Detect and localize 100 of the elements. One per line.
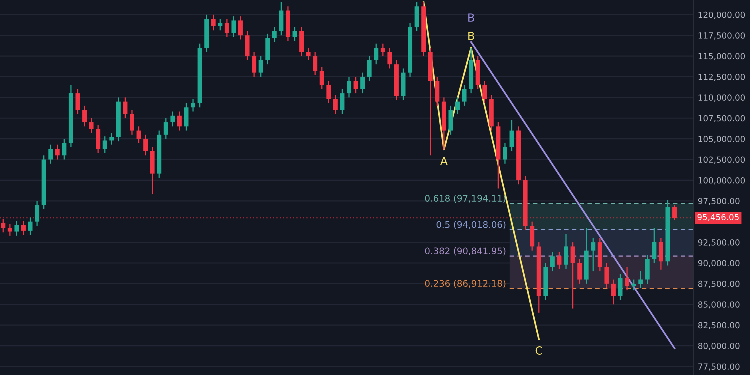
- candlestick: [388, 47, 392, 70]
- candlestick: [28, 217, 33, 236]
- candlestick: [211, 14, 216, 32]
- y-tick-label: 115,000.00: [698, 53, 746, 60]
- candlestick: [252, 52, 257, 78]
- candlestick: [123, 97, 128, 119]
- ref-line-label: 0.382 (90,841.95): [425, 248, 506, 256]
- y-tick-label: 117,500.00: [698, 32, 746, 40]
- y-tick-label: 90,000.00: [698, 260, 740, 268]
- candlestick: [35, 200, 40, 227]
- candlestick: [82, 105, 88, 128]
- candlestick: [502, 142, 508, 164]
- candlestick: [8, 224, 12, 236]
- candlestick: [89, 118, 94, 134]
- candlestick: [638, 270, 644, 289]
- y-tick-label: 105,000.00: [698, 136, 746, 144]
- candlestick: [625, 266, 630, 292]
- candlestick: [435, 76, 440, 107]
- candlestick: [530, 221, 535, 252]
- candlestick: [14, 220, 20, 236]
- candlestick: [144, 134, 148, 156]
- candlestick: [564, 234, 568, 270]
- candlestick: [164, 118, 168, 140]
- y-tick-label: 110,000.00: [698, 94, 746, 102]
- candlestick: [62, 138, 67, 160]
- candlestick: [48, 144, 54, 164]
- candlestick: [380, 43, 386, 57]
- candlestick: [130, 110, 134, 136]
- candlestick: [347, 76, 352, 98]
- candlestick: [136, 126, 142, 144]
- candlestick: [340, 88, 345, 115]
- candlestick: [76, 88, 80, 115]
- candlestick: [320, 66, 324, 90]
- candlestick: [279, 2, 284, 36]
- candlestick: [360, 72, 366, 94]
- candlestick: [224, 18, 230, 38]
- candlestick: [313, 52, 318, 76]
- y-tick-label: 92,500.00: [698, 240, 740, 247]
- y-tick-label: 87,500.00: [698, 280, 740, 288]
- candlestick: [292, 26, 298, 42]
- candlestick: [238, 16, 243, 40]
- candlestick: [557, 252, 562, 270]
- candlestick: [374, 43, 379, 66]
- annotation: A: [440, 157, 448, 166]
- ref-line-label: 0.5 (94,018.06): [436, 221, 506, 230]
- y-tick-label: 120,000.00: [698, 12, 746, 20]
- candlestick: [672, 204, 677, 221]
- candlestick: [232, 16, 236, 38]
- candlestick: [170, 111, 176, 128]
- candlestick: [578, 258, 582, 284]
- candlestick: [258, 56, 264, 78]
- candlestick: [591, 238, 596, 272]
- candlestick: [150, 146, 155, 196]
- y-tick-label: 80,000.00: [698, 343, 740, 350]
- candlestick: [462, 84, 467, 107]
- y-tick-label: 82,500.00: [698, 322, 740, 330]
- y-tick-label: 102,500.00: [698, 156, 746, 164]
- candlestick: [218, 18, 223, 32]
- candlestick: [266, 33, 270, 66]
- candlestick: [645, 254, 650, 284]
- candlestick: [21, 220, 26, 236]
- ref-line-label: 95,456.05: [698, 214, 739, 222]
- candlestick: [306, 47, 311, 61]
- candlestick: [618, 273, 623, 302]
- candlestick: [55, 144, 60, 160]
- candlestick: [482, 80, 488, 104]
- candlestick: [272, 26, 277, 43]
- candlestick: [604, 262, 610, 289]
- candlestick: [456, 97, 460, 115]
- candlestick: [245, 30, 250, 61]
- candlestick: [367, 56, 372, 82]
- y-tick-label: 112,500.00: [698, 74, 746, 82]
- candlestick: [300, 26, 304, 57]
- y-tick-label: 97,500.00: [698, 198, 740, 206]
- candlestick: [414, 2, 420, 32]
- candlestick: [570, 242, 576, 310]
- candlestick: [1, 218, 6, 234]
- candlestick: [326, 80, 332, 104]
- y-tick-label: 107,500.00: [698, 115, 746, 123]
- y-tick-label: 85,000.00: [698, 302, 740, 309]
- candlestick: [191, 98, 196, 112]
- candlestick: [658, 238, 664, 270]
- y-tick-label: 100,000.00: [698, 177, 746, 185]
- candlestick: [652, 228, 657, 264]
- candlestick: [611, 279, 616, 306]
- candlestick: [354, 76, 358, 94]
- candlestick: [632, 279, 636, 292]
- y-tick-label: 77,500.00: [698, 364, 740, 371]
- candlestick: [96, 124, 101, 154]
- candlestick: [448, 105, 454, 136]
- line-series: [423, 2, 540, 340]
- annotation: C: [536, 346, 542, 355]
- annotation: B: [468, 14, 474, 22]
- annotation: B: [468, 32, 474, 40]
- candlestick: [102, 136, 108, 154]
- candlestick: [333, 94, 338, 115]
- candlestick: [550, 252, 555, 272]
- candlestick: [110, 132, 114, 146]
- candlestick: [177, 111, 182, 132]
- ref-line-label: 0.236 (86,912.18): [425, 280, 506, 288]
